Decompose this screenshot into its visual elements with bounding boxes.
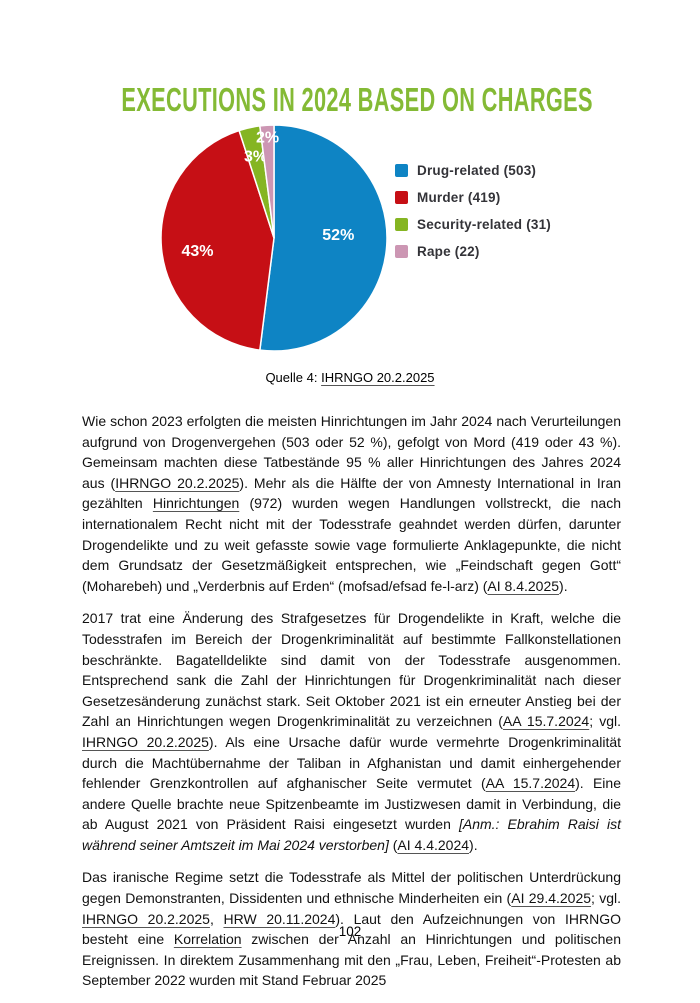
paragraph: 2017 trat eine Änderung des Strafgesetze…	[82, 608, 621, 855]
text-run: Wie schon 2023 erfolgten die meisten Hin…	[82, 413, 621, 491]
legend-swatch	[395, 191, 408, 204]
pie-slice-drug-related	[259, 124, 388, 352]
legend-swatch	[395, 164, 408, 177]
text-run: (972) wurden we­gen Handlungen vollstrec…	[82, 495, 621, 594]
pie-slice-label: 3%	[244, 148, 267, 165]
text-run: (	[388, 836, 398, 853]
text-run: 2017 trat eine Änderung des Strafgesetze…	[82, 610, 621, 730]
citation-link[interactable]: AI 8.4.2025	[487, 577, 560, 594]
text-run: ; vgl.	[589, 713, 621, 730]
paragraph: Das iranische Regime setzt die Todesstra…	[82, 867, 621, 991]
paragraph: Wie schon 2023 erfolgten die meisten Hin…	[82, 411, 621, 596]
citation-link[interactable]: Hinrichtungen	[152, 495, 240, 512]
legend-item: Security-related (31)	[395, 217, 551, 232]
citation-link[interactable]: IHRNGO 20.2.2025	[115, 474, 240, 491]
text-run: ,	[209, 910, 224, 927]
legend-item: Drug-related (503)	[395, 163, 551, 178]
citation-link[interactable]: Korrelation	[173, 931, 242, 948]
text-run: ).	[469, 836, 478, 853]
chart-title-text: EXECUTIONS IN 2024 BASED ON CHARGES	[121, 81, 593, 118]
pie-slice-murder	[160, 129, 275, 351]
chart-legend: Drug-related (503) Murder (419) Security-r…	[395, 163, 551, 259]
text-run: zwischen der Anzahl an Hinrichtungen und…	[82, 931, 621, 989]
citation-link[interactable]: AA 15.7.2024	[502, 713, 590, 730]
citation-link[interactable]: AA 15.7.2024	[485, 775, 576, 792]
text-run: ). Als eine Ursache dafür wurde vermehrt…	[82, 733, 622, 792]
pie-slice-label: 52%	[322, 227, 354, 244]
legend-item: Rape (22)	[395, 244, 551, 259]
text-run: ). Laut den Aufzeichnungen von IHRNGO be…	[82, 910, 621, 948]
caption-source-link[interactable]: IHRNGO 20.2.2025	[321, 370, 435, 385]
chart-title: EXECUTIONS IN 2024 BASED ON CHARGES	[0, 82, 700, 118]
text-run: ). Eine andere Quelle brachte neue Spitz…	[82, 775, 621, 833]
pie-chart: 52% 43% 3%2%	[160, 124, 388, 352]
editorial-note: [Anm.: Ebrahim Raisi ist während seiner …	[82, 816, 621, 853]
text-run: ).	[559, 577, 568, 594]
citation-link[interactable]: HRW 20.11.2024	[223, 910, 336, 927]
text-run: ). Mehr als die Hälfte der von Amnesty I…	[82, 474, 622, 512]
legend-label: Drug-related (503)	[417, 163, 537, 178]
pie-slice-label: 2%	[256, 130, 279, 147]
legend-label: Rape (22)	[417, 244, 480, 259]
legend-label: Murder (419)	[417, 190, 501, 205]
pie-slice-label: 43%	[181, 243, 213, 260]
legend-swatch	[395, 218, 408, 231]
text-run: Das iranische Regime setzt die Todesstra…	[82, 869, 621, 907]
text-run: ; vgl.	[591, 890, 621, 907]
legend-swatch	[395, 245, 408, 258]
caption-prefix: Quelle 4:	[265, 370, 322, 385]
citation-link[interactable]: IHRNGO 20.2.2025	[82, 733, 209, 750]
pie-slice-rape	[259, 124, 275, 239]
figure-caption: Quelle 4: IHRNGO 20.2.2025	[0, 370, 700, 385]
citation-link[interactable]: AI 4.4.2024	[397, 836, 470, 853]
citation-link[interactable]: AI 29.4.2025	[511, 890, 592, 907]
citation-link[interactable]: IHRNGO 20.2.2025	[82, 910, 210, 927]
legend-item: Murder (419)	[395, 190, 551, 205]
legend-label: Security-related (31)	[417, 217, 551, 232]
body-text: Wie schon 2023 erfolgten die meisten Hin…	[82, 411, 621, 1003]
page-number: 102	[338, 924, 362, 939]
